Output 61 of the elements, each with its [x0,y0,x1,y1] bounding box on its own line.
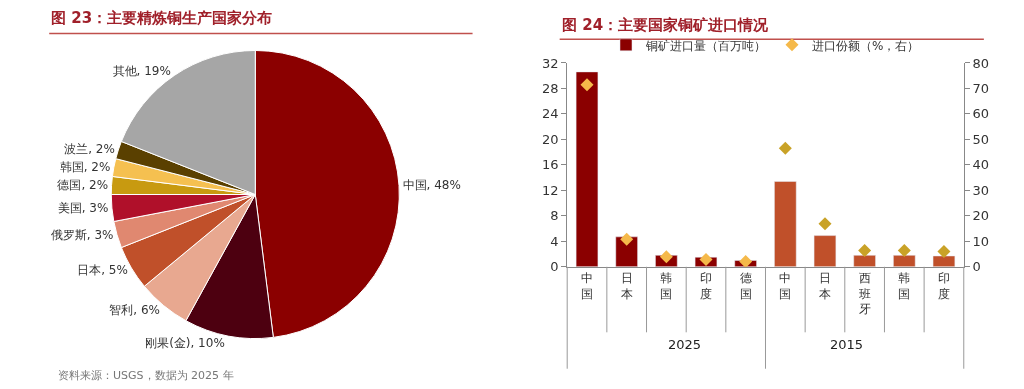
slice-label: 韩国, 2% [59,160,111,175]
point [897,243,911,257]
point [699,252,713,266]
text: 资料来源：USGS，数据为 2025 年 [58,369,234,382]
y-tick-label: 4 [550,233,559,249]
slice-label: 刚果(金), 10% [145,335,225,350]
y2-tick-label: 10 [972,233,989,249]
text: 2025 [668,337,702,352]
bar [853,255,876,267]
bar [813,235,837,267]
slice-label: 德国, 2% [57,178,109,193]
x-tick-label: 德国 [739,271,752,301]
point [620,232,634,246]
slice-label: 智利, 6% [109,302,160,317]
y-tick-label: 32 [542,55,559,71]
x-tick-label: 韩国 [660,271,673,301]
y2-tick-label: 50 [972,131,989,147]
slice-label: 其他, 19% [112,63,171,78]
x-tick-label: 西班牙 [858,271,871,317]
y-tick-label: 16 [542,157,559,173]
x-tick-label: 中国 [779,271,792,301]
legend-label: 进口份额（%，右） [811,38,920,53]
point [659,250,673,264]
slice-label: 日本, 5% [77,262,128,277]
point [818,217,832,231]
y-tick-label: 0 [550,259,559,275]
point [858,243,872,257]
y2-tick-label: 70 [972,80,989,96]
bar [575,71,599,267]
y2-tick-label: 60 [972,106,989,122]
bar [774,181,797,267]
bar [932,255,956,267]
slice-label: 俄罗斯, 3% [50,228,114,243]
chart-title: 图 23：主要精炼铜生产国家分布 [51,9,273,27]
y2-tick-label: 40 [972,157,989,173]
slice-label: 波兰, 2% [64,142,115,157]
y-tick-label: 8 [550,208,559,224]
bar [893,255,916,267]
y2-tick-label: 20 [972,208,989,224]
x-tick-label: 日本 [818,271,831,301]
x-tick-label: 日本 [620,271,633,301]
point [739,254,753,267]
x-tick-label: 印度 [937,271,950,301]
x-tick-label: 韩国 [898,271,911,301]
y2-tick-label: 80 [972,55,989,71]
y2-tick-label: 0 [972,259,981,275]
point [778,141,792,155]
chart-title: 图 24：主要国家铜矿进口情况 [562,16,770,34]
x-tick-label: 印度 [700,271,712,301]
y-tick-label: 12 [542,182,559,198]
x-tick-label: 中国 [581,271,594,301]
y-tick-label: 20 [542,131,559,147]
y2-tick-label: 30 [972,182,989,198]
slice-label: 美国, 3% [57,201,109,216]
y-tick-label: 28 [542,80,559,96]
point [580,78,594,92]
point [937,245,951,259]
legend-label: 铜矿进口量（百万吨） [644,38,766,53]
text: 2015 [830,337,864,352]
slice-label: 中国, 48% [402,178,461,193]
y-tick-label: 24 [542,106,559,122]
